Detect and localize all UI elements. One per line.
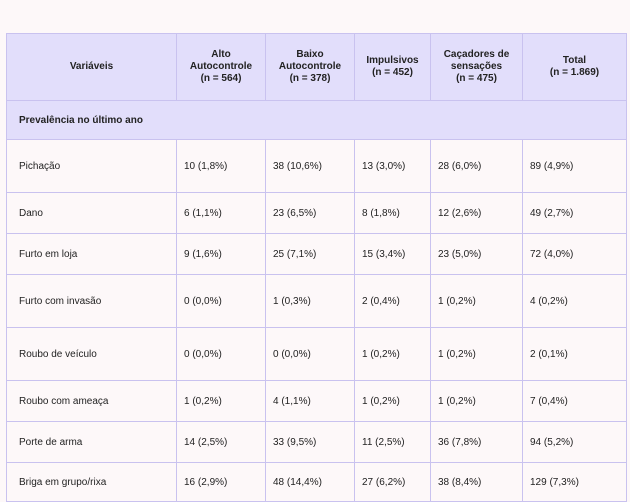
cell-alto: 1 (0,2%) — [176, 380, 266, 422]
cell-total: 7 (0,4%) — [522, 380, 627, 422]
cell-alto: 14 (2,5%) — [176, 421, 266, 463]
cell-alto: 0 (0,0%) — [176, 274, 266, 328]
table-row: Porte de arma 14 (2,5%) 33 (9,5%) 11 (2,5%)… — [6, 421, 627, 463]
cell-total: 89 (4,9%) — [522, 139, 627, 193]
cell-alto: 10 (1,8%) — [176, 139, 266, 193]
cell-cacadores: 1 (0,2%) — [430, 274, 523, 328]
cell-variavel: Roubo com ameaça — [6, 380, 177, 422]
table-row: Dano 6 (1,1%) 23 (6,5%) 8 (1,8%) 12 (2,6%) 49… — [6, 192, 627, 234]
cell-alto: 16 (2,9%) — [176, 462, 266, 502]
cell-baixo: 0 (0,0%) — [265, 327, 355, 381]
cell-variavel: Furto com invasão — [6, 274, 177, 328]
header-cacadores: Caçadores de sensações (n = 475) — [430, 33, 523, 101]
cell-variavel: Porte de arma — [6, 421, 177, 463]
table-row: Briga em grupo/rixa 16 (2,9%) 48 (14,4%) 27… — [6, 462, 627, 502]
table-body: Prevalência no último ano Pichação 10 (1,… — [6, 100, 627, 502]
table-row: Furto com invasão 0 (0,0%) 1 (0,3%) 2 (0,4%… — [6, 274, 627, 328]
table-row: Furto em loja 9 (1,6%) 25 (7,1%) 15 (3,4%) 2… — [6, 233, 627, 275]
cell-cacadores: 28 (6,0%) — [430, 139, 523, 193]
cell-variavel: Briga em grupo/rixa — [6, 462, 177, 502]
cell-total: 49 (2,7%) — [522, 192, 627, 234]
table-row: Roubo com ameaça 1 (0,2%) 4 (1,1%) 1 (0,2%)… — [6, 380, 627, 422]
cell-impulsivos: 27 (6,2%) — [354, 462, 431, 502]
cell-variavel: Furto em loja — [6, 233, 177, 275]
data-table: Variáveis Alto Autocontrole (n = 564) Baix… — [6, 33, 627, 502]
cell-baixo: 1 (0,3%) — [265, 274, 355, 328]
cell-alto: 0 (0,0%) — [176, 327, 266, 381]
cell-alto: 9 (1,6%) — [176, 233, 266, 275]
table-row: Roubo de veículo 0 (0,0%) 0 (0,0%) 1 (0,2%)… — [6, 327, 627, 381]
cell-impulsivos: 1 (0,2%) — [354, 327, 431, 381]
cell-baixo: 25 (7,1%) — [265, 233, 355, 275]
cell-impulsivos: 2 (0,4%) — [354, 274, 431, 328]
cell-variavel: Pichação — [6, 139, 177, 193]
cell-impulsivos: 15 (3,4%) — [354, 233, 431, 275]
table-container: Variáveis Alto Autocontrole (n = 564) Baix… — [6, 33, 627, 502]
header-alto-autocontrole: Alto Autocontrole (n = 564) — [176, 33, 266, 101]
cell-cacadores: 12 (2,6%) — [430, 192, 523, 234]
cell-baixo: 4 (1,1%) — [265, 380, 355, 422]
cell-cacadores: 23 (5,0%) — [430, 233, 523, 275]
cell-impulsivos: 11 (2,5%) — [354, 421, 431, 463]
cell-total: 4 (0,2%) — [522, 274, 627, 328]
cell-impulsivos: 13 (3,0%) — [354, 139, 431, 193]
cell-total: 2 (0,1%) — [522, 327, 627, 381]
table-row: Pichação 10 (1,8%) 38 (10,6%) 13 (3,0%) 28 (… — [6, 139, 627, 193]
table-header: Variáveis Alto Autocontrole (n = 564) Baix… — [6, 33, 627, 101]
header-row: Variáveis Alto Autocontrole (n = 564) Baix… — [6, 33, 627, 101]
cell-baixo: 33 (9,5%) — [265, 421, 355, 463]
header-variaveis: Variáveis — [6, 33, 177, 101]
cell-cacadores: 1 (0,2%) — [430, 380, 523, 422]
cell-cacadores: 38 (8,4%) — [430, 462, 523, 502]
cell-variavel: Dano — [6, 192, 177, 234]
cell-baixo: 23 (6,5%) — [265, 192, 355, 234]
section-row: Prevalência no último ano — [6, 100, 627, 140]
cell-cacadores: 1 (0,2%) — [430, 327, 523, 381]
cell-impulsivos: 1 (0,2%) — [354, 380, 431, 422]
cell-cacadores: 36 (7,8%) — [430, 421, 523, 463]
cell-impulsivos: 8 (1,8%) — [354, 192, 431, 234]
cell-total: 129 (7,3%) — [522, 462, 627, 502]
section-title: Prevalência no último ano — [6, 100, 627, 140]
header-total: Total (n = 1.869) — [522, 33, 627, 101]
cell-total: 72 (4,0%) — [522, 233, 627, 275]
cell-total: 94 (5,2%) — [522, 421, 627, 463]
cell-alto: 6 (1,1%) — [176, 192, 266, 234]
cell-baixo: 38 (10,6%) — [265, 139, 355, 193]
header-impulsivos: Impulsivos (n = 452) — [354, 33, 431, 101]
cell-variavel: Roubo de veículo — [6, 327, 177, 381]
cell-baixo: 48 (14,4%) — [265, 462, 355, 502]
header-baixo-autocontrole: Baixo Autocontrole (n = 378) — [265, 33, 355, 101]
